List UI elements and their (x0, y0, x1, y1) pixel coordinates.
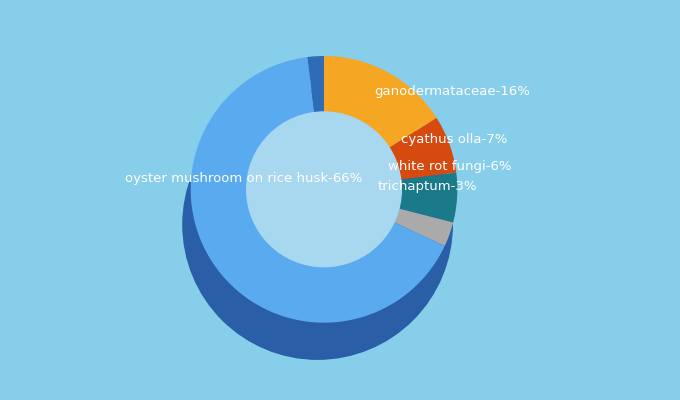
Polygon shape (307, 56, 324, 113)
Polygon shape (318, 90, 431, 184)
Circle shape (243, 150, 392, 300)
Polygon shape (324, 56, 437, 148)
Circle shape (183, 90, 452, 359)
Polygon shape (399, 173, 458, 222)
Polygon shape (390, 208, 452, 258)
Polygon shape (183, 91, 439, 359)
Circle shape (243, 150, 392, 300)
Text: ganodermataceae-16%: ganodermataceae-16% (375, 86, 530, 98)
Polygon shape (301, 90, 318, 150)
Polygon shape (386, 243, 448, 282)
Polygon shape (389, 118, 456, 180)
Text: trichaptum-3%: trichaptum-3% (377, 180, 477, 193)
Polygon shape (381, 152, 452, 215)
Polygon shape (190, 57, 445, 323)
Text: white rot fungi-6%: white rot fungi-6% (388, 160, 511, 173)
Polygon shape (394, 208, 453, 246)
Circle shape (247, 112, 401, 267)
Text: oyster mushroom on rice husk-66%: oyster mushroom on rice husk-66% (125, 172, 362, 185)
Text: cyathus olla-7%: cyathus olla-7% (401, 134, 508, 146)
